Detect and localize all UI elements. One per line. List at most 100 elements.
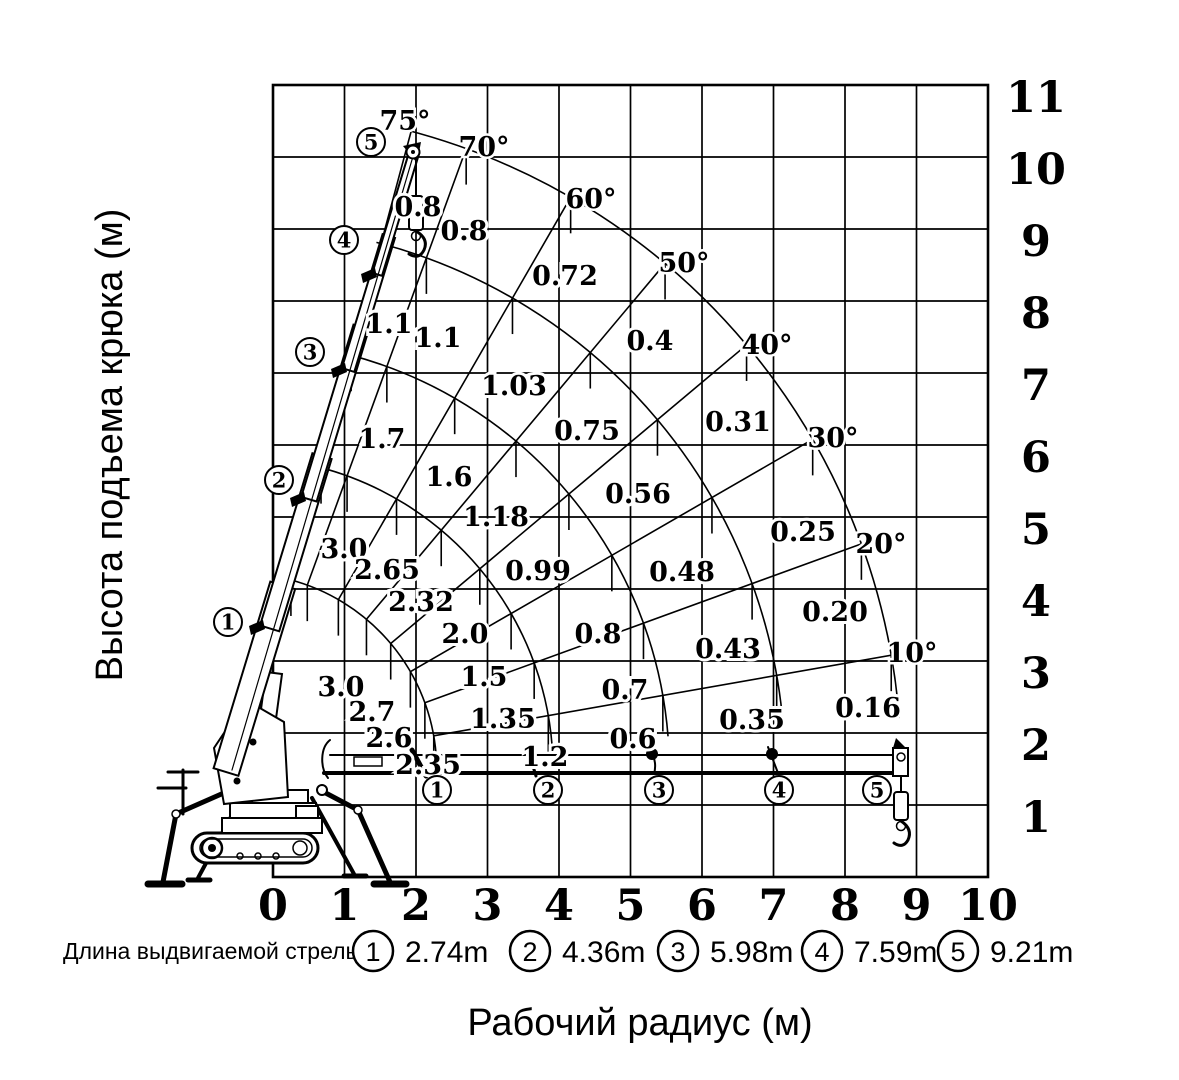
boom-marker-circle-diagonal [213, 607, 243, 637]
angle-label: 50° [658, 248, 709, 279]
section-mark-4-pin [767, 746, 779, 774]
capacity-value: 0.6 [610, 724, 657, 755]
capacity-value: 0.56 [605, 479, 671, 510]
capacity-value: 0.75 [554, 416, 620, 447]
legend-boom-circle [936, 929, 980, 973]
boom-head-tip [893, 738, 906, 748]
x-axis-tick-labels: 0 1 2 3 4 5 6 7 8 9 10 [258, 881, 1018, 931]
legend-boom-circle [508, 929, 552, 973]
y-tick-label: 10 [1006, 145, 1066, 195]
x-axis-title: Рабочий радиус (м) [467, 1002, 812, 1044]
capacity-value: 0.72 [532, 261, 598, 292]
capacity-value: 1.2 [522, 742, 569, 773]
capacity-value: 0.20 [802, 597, 868, 628]
y-tick-label: 6 [1021, 433, 1051, 483]
capacity-value: 0.4 [627, 326, 674, 357]
base-bolt [233, 777, 241, 785]
boom-marker-number: 4 [337, 228, 352, 253]
x-tick-label: 0 [258, 881, 288, 931]
boom-head-horizontal [892, 747, 909, 777]
boom-marker-number: 1 [430, 778, 445, 803]
capacity-value: 2.0 [442, 619, 489, 650]
capacity-value: 1.03 [481, 371, 547, 402]
capacity-value: 2.65 [354, 555, 420, 586]
boom-joint-bracket [361, 268, 377, 283]
boom-marker-number: 1 [221, 610, 236, 635]
capacity-value: 2.32 [388, 587, 454, 618]
boom-marker-circle-horizontal [862, 775, 892, 805]
angle-labels: 75° 70° 60° 50° 40° 30° 20° 10° [377, 104, 940, 672]
crane-illustration [144, 142, 427, 888]
legend: Длина выдвигаемой стрелы 1 2.74m 2 4.36m 3 5.… [63, 929, 1073, 973]
capacity-value: 0.43 [695, 634, 761, 665]
capacity-value: 2.6 [366, 723, 413, 754]
legend-boom-circle [656, 929, 700, 973]
capacity-value: 1.18 [463, 502, 529, 533]
boom-marker-circle-diagonal [295, 337, 325, 367]
y-tick-label: 4 [1021, 577, 1051, 627]
hook-block-horizontal [893, 791, 909, 821]
angle-label: 20° [855, 529, 906, 560]
boom-marker-number: 5 [364, 130, 379, 155]
boom-marker-circle-diagonal [329, 225, 359, 255]
capacity-value: 0.16 [835, 693, 901, 724]
head-sheave-horizontal [896, 752, 906, 762]
x-tick-label: 9 [902, 881, 932, 931]
roller [272, 852, 280, 860]
hook-icon-horizontal [892, 819, 911, 847]
capacity-value: 1.6 [426, 462, 473, 493]
y-tick-label: 11 [1006, 73, 1066, 123]
y-tick-label: 7 [1021, 361, 1051, 411]
angle-label: 10° [886, 638, 937, 669]
capacity-value: 1.1 [366, 309, 413, 340]
angle-label: 60° [565, 184, 616, 215]
boom-marker-circle-horizontal [533, 775, 563, 805]
roller [254, 852, 262, 860]
boom-section-markers: 5 4 3 2 1 1 2 3 4 5 [213, 127, 892, 805]
capacity-value: 0.99 [505, 556, 571, 587]
y-tick-label: 9 [1021, 217, 1051, 267]
capacity-value: 1.35 [470, 704, 536, 735]
x-tick-label: 2 [401, 881, 431, 931]
boom-marker-number: 5 [870, 778, 885, 803]
leg-knee [353, 805, 363, 815]
boom-marker-circle-diagonal [264, 465, 294, 495]
boom-marker-circle-horizontal [764, 775, 794, 805]
crane-left-mast [156, 768, 200, 816]
boom-marker-number: 3 [652, 778, 667, 803]
legend-boom-number: 4 [814, 937, 829, 967]
section-mark-2-pin [526, 748, 538, 778]
capacity-value: 0.35 [719, 705, 785, 736]
boom-marker-circle-horizontal [422, 775, 452, 805]
legend-boom-number: 3 [670, 937, 685, 967]
boom-centerline [231, 152, 415, 771]
leg-knee [171, 809, 181, 819]
legend-boom-length: 5.98m [710, 936, 793, 969]
y-tick-label: 1 [1021, 793, 1051, 843]
y-tick-label: 3 [1021, 649, 1051, 699]
section-mark-1 [409, 747, 429, 779]
idler-wheel [292, 840, 308, 856]
roller [236, 852, 244, 860]
legend-boom-length: 2.74m [405, 936, 488, 969]
capacity-value: 3.0 [318, 672, 365, 703]
boom-marker-number: 4 [772, 778, 787, 803]
y-tick-label: 2 [1021, 721, 1051, 771]
leg-hinge [316, 784, 328, 796]
boom-joint-bracket [290, 492, 306, 507]
x-tick-label: 6 [687, 881, 717, 931]
capacity-value: 0.8 [575, 619, 622, 650]
legend-boom-length: 7.59m [854, 936, 937, 969]
capacity-value: 1.1 [415, 323, 462, 354]
capacity-value: 0.25 [770, 517, 836, 548]
y-tick-label: 5 [1021, 505, 1051, 555]
capacity-value: 1.5 [461, 662, 508, 693]
legend-label: Длина выдвигаемой стрелы [63, 938, 362, 964]
capacity-value: 0.8 [441, 216, 488, 247]
legend-boom-length: 4.36m [562, 936, 645, 969]
boom-foot-bracket [321, 739, 331, 779]
boom-marker-number: 2 [272, 468, 287, 493]
x-tick-label: 3 [473, 881, 503, 931]
